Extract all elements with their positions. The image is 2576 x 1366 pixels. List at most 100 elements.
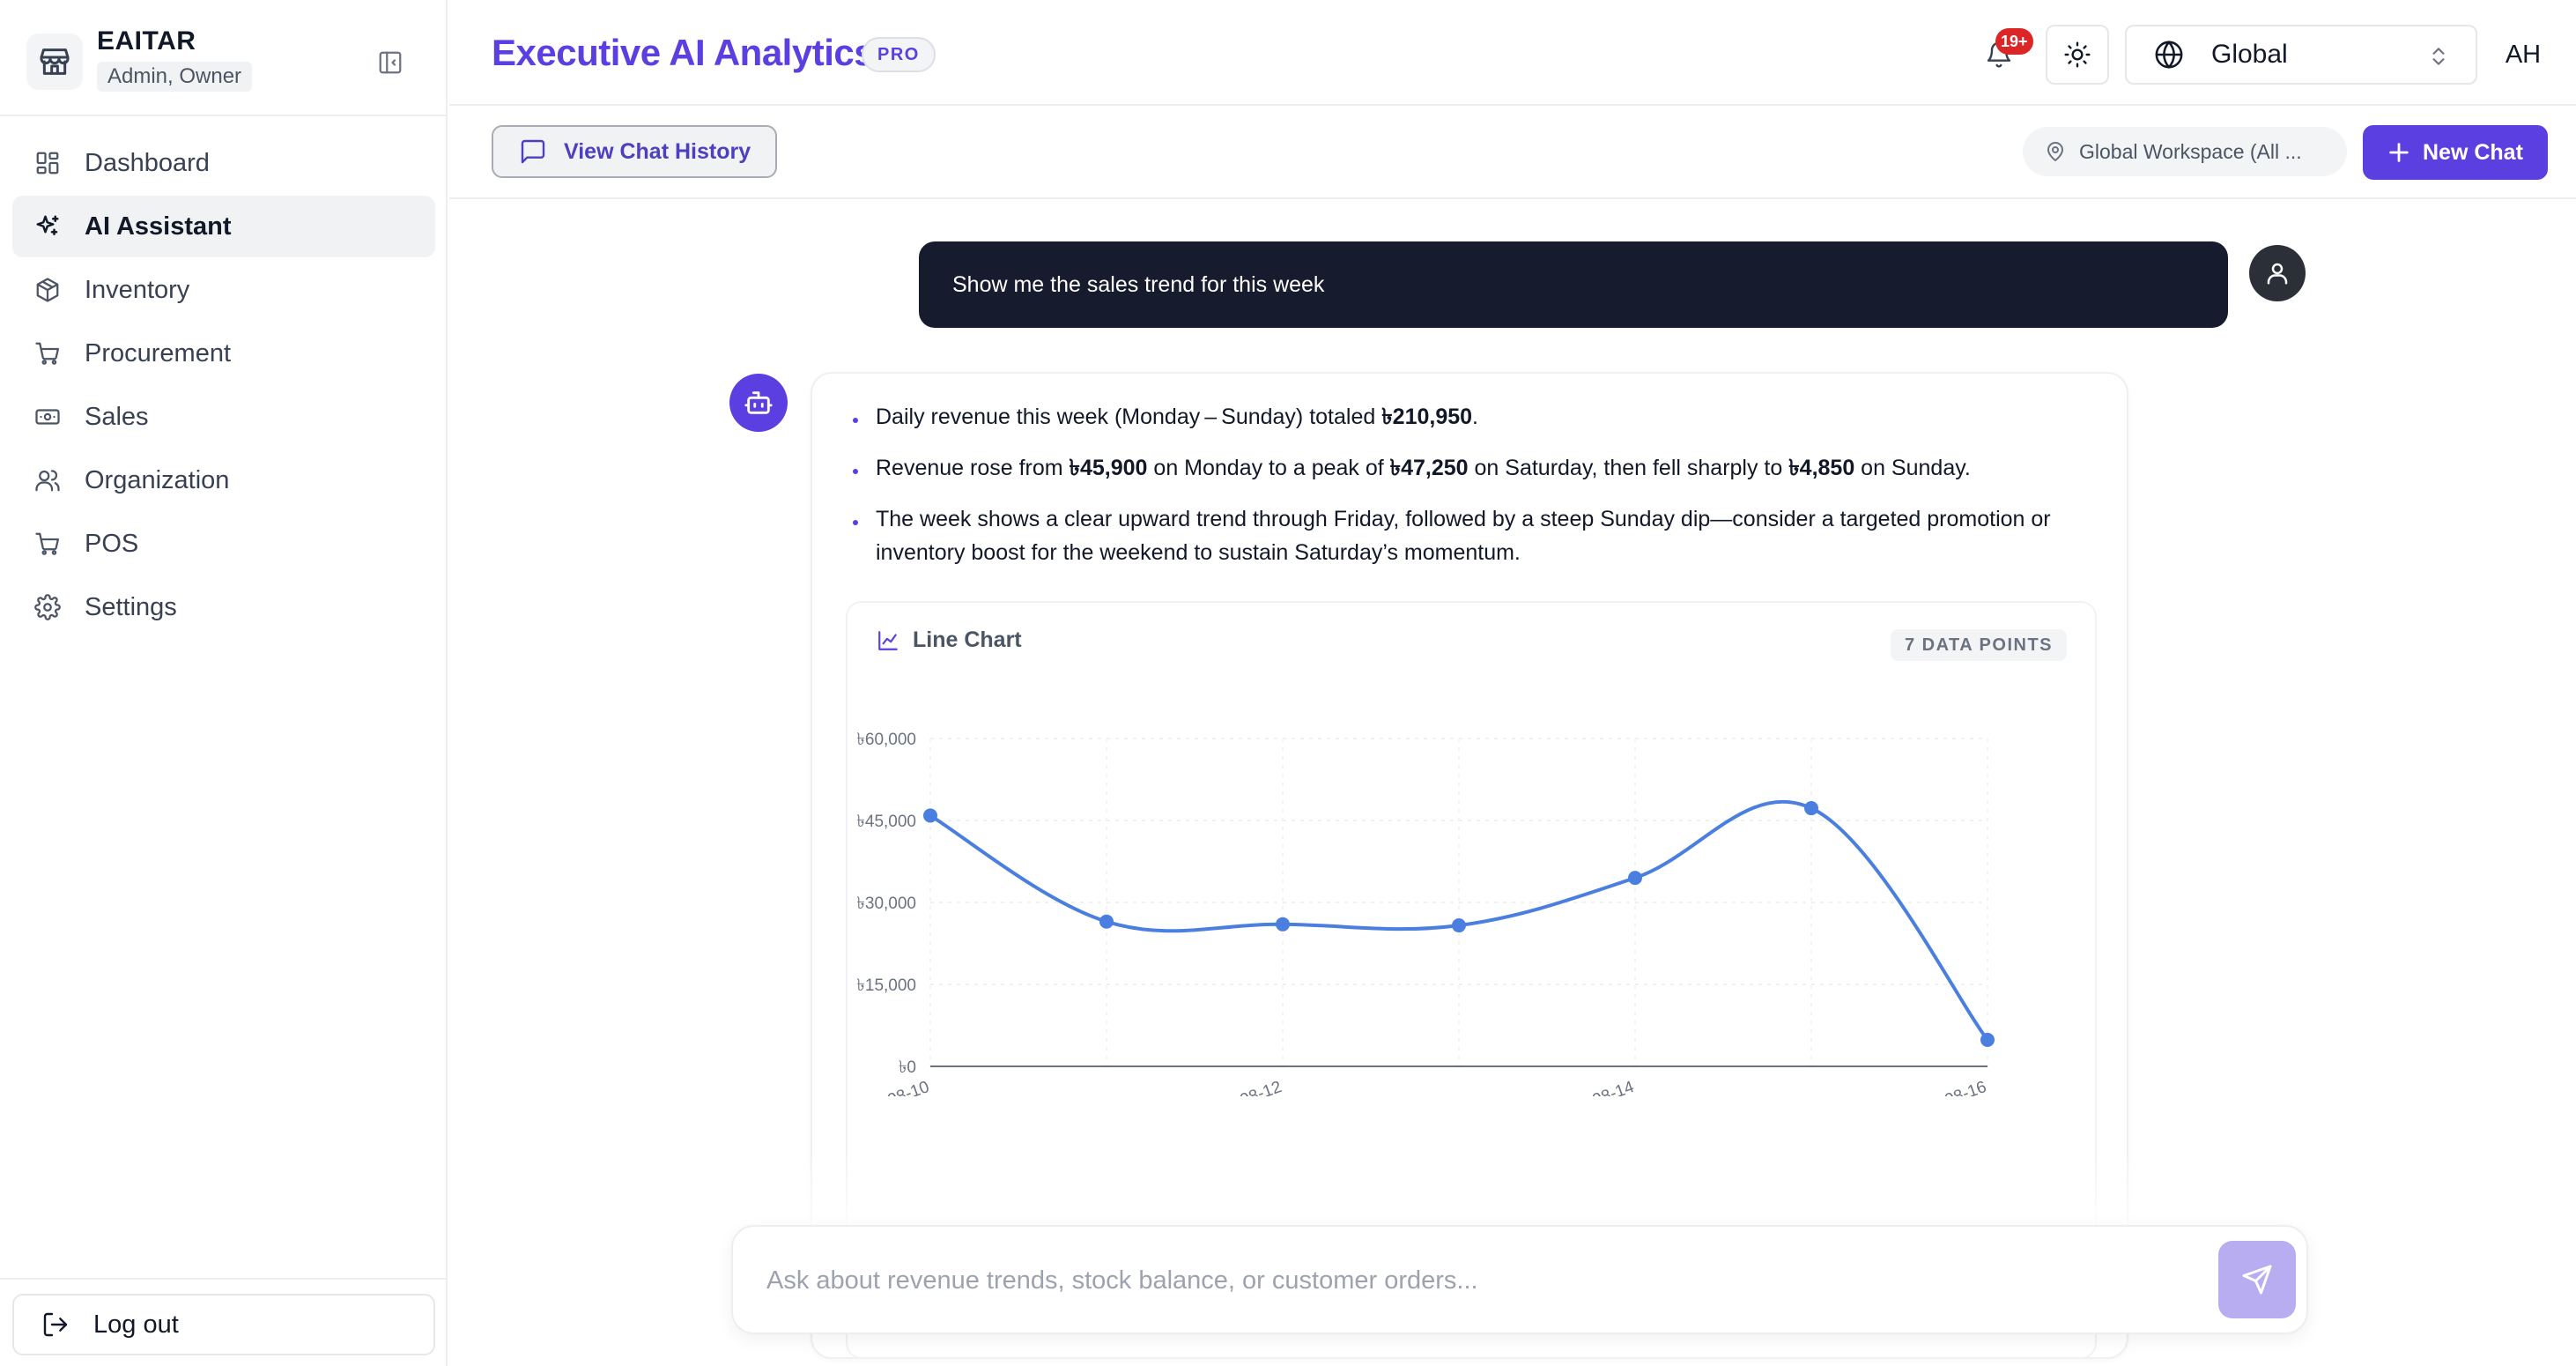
message-square-icon [518,137,548,167]
box-icon [33,276,62,304]
x-tick-label: 2026-08-10 [848,1078,932,1096]
sun-icon [2064,41,2091,68]
bullet-text: on Saturday, then fell sharply to [1468,456,1789,480]
sidebar: EAITAR Admin, Owner Dashboard AI Assista… [0,0,448,1366]
sidebar-item-sales[interactable]: Sales [12,386,435,448]
theme-toggle-button[interactable] [2046,25,2109,85]
globe-icon [2153,39,2185,71]
data-point [923,808,937,823]
data-points-badge: 7 DATA POINTS [1890,629,2067,661]
sidebar-footer: Log out [0,1278,448,1366]
cart-icon [33,530,62,558]
data-point [1452,918,1466,933]
scope-select[interactable]: Global [2125,25,2477,85]
line-chart: ৳0 ৳15,000 ৳30,000 ৳45,000 ৳60,000 2026-08-10… [848,731,1995,1096]
bullet-emphasis: ৳210,950 [1381,405,1473,429]
bullet-text: on Monday to a peak of [1147,456,1390,480]
bullet-emphasis: ৳4,850 [1788,456,1855,480]
notification-count-badge: 19+ [1995,28,2033,55]
x-tick-label: 2026-08-12 [1197,1078,1284,1096]
logout-icon [41,1310,70,1340]
sidebar-item-label: Dashboard [85,148,210,177]
new-chat-button[interactable]: New Chat [2363,125,2548,180]
sidebar-item-label: Organization [85,465,230,494]
bullet-text: The week shows a clear upward trend thro… [876,507,2051,565]
chart-title: Line Chart [913,627,1022,652]
bot-icon [729,374,788,432]
page-title: Executive AI Analytics [492,32,875,73]
brand-header: EAITAR Admin, Owner [0,0,448,116]
banknote-icon [33,403,62,431]
sidebar-item-label: Procurement [85,338,232,367]
data-point [1099,914,1114,929]
sidebar-nav: Dashboard AI Assistant Inventory Procure… [12,132,435,640]
y-tick-label: ৳60,000 [856,731,916,749]
plus-icon [2386,139,2412,166]
bullet-text: on Sunday. [1854,456,1971,480]
store-icon [26,33,83,90]
send-button[interactable] [2218,1241,2296,1318]
bullet-text: Revenue rose from [876,456,1070,480]
chart-type-label: Line Chart [876,627,1022,653]
chat-input[interactable] [766,1258,2141,1303]
bullet-text: Daily revenue this week (Monday – Sunday… [876,405,1382,429]
bullet-emphasis: ৳45,900 [1069,456,1148,480]
map-pin-icon [2044,140,2067,163]
sidebar-item-pos[interactable]: POS [12,513,435,575]
chat-toolbar: View Chat History Global Workspace (All … [449,108,2576,199]
brand-name: EAITAR [97,26,196,56]
y-tick-label: ৳45,000 [856,813,916,831]
sidebar-item-label: Inventory [85,275,190,304]
y-tick-label: ৳30,000 [856,895,916,913]
sparkles-icon [33,212,62,241]
assistant-bullet: Daily revenue this week (Monday – Sunday… [848,400,2081,434]
top-header: Executive AI Analytics PRO 19+ Global AH [449,0,2576,106]
gear-icon [33,593,62,621]
y-tick-label: ৳0 [899,1058,916,1077]
sidebar-item-dashboard[interactable]: Dashboard [12,132,435,194]
view-chat-history-button[interactable]: View Chat History [492,125,777,178]
sidebar-item-label: AI Assistant [85,212,232,241]
chevrons-up-down-icon [2426,42,2451,71]
user-avatar-icon [2249,245,2306,301]
view-chat-history-label: View Chat History [564,138,751,164]
sidebar-item-label: Sales [85,402,149,431]
logout-label: Log out [93,1310,179,1339]
sidebar-item-organization[interactable]: Organization [12,449,435,511]
y-tick-label: ৳15,000 [856,976,916,995]
sidebar-item-label: POS [85,529,139,558]
data-point [1276,917,1290,932]
new-chat-label: New Chat [2423,139,2523,165]
bullet-text: . [1472,405,1478,429]
user-message: Show me the sales trend for this week [919,241,2228,328]
bullet-emphasis: ৳47,250 [1389,456,1469,480]
sidebar-item-settings[interactable]: Settings [12,576,435,638]
x-tick-label: 2026-08-16 [1902,1078,1989,1096]
chat-area: Show me the sales trend for this week Da… [449,201,2576,1366]
panel-left-icon [379,51,402,74]
chat-composer [731,1225,2308,1334]
pro-badge: PRO [862,37,936,72]
data-point [1628,871,1642,886]
assistant-bullets: Daily revenue this week (Monday – Sunday… [848,400,2081,587]
scope-select-value: Global [2211,40,2288,69]
x-tick-label: 2026-08-14 [1550,1078,1637,1096]
data-point [1804,801,1818,816]
sidebar-item-procurement[interactable]: Procurement [12,323,435,384]
cart-icon [33,339,62,367]
sidebar-item-ai-assistant[interactable]: AI Assistant [12,196,435,257]
assistant-bullet: Revenue rose from ৳45,900 on Monday to a… [848,451,2081,485]
sidebar-item-label: Settings [85,592,177,621]
workspace-label: Global Workspace (All ... [2079,139,2302,163]
assistant-bullet: The week shows a clear upward trend thro… [848,502,2081,569]
user-avatar[interactable]: AH [2505,40,2542,69]
workspace-indicator: Global Workspace (All ... [2023,127,2347,176]
users-icon [33,466,62,494]
sidebar-collapse-button[interactable] [370,42,411,83]
line-chart-icon [876,628,900,653]
dashboard-icon [33,149,62,177]
logout-button[interactable]: Log out [12,1294,435,1355]
brand-role: Admin, Owner [97,62,253,92]
data-point [1980,1032,1995,1047]
sidebar-item-inventory[interactable]: Inventory [12,259,435,321]
